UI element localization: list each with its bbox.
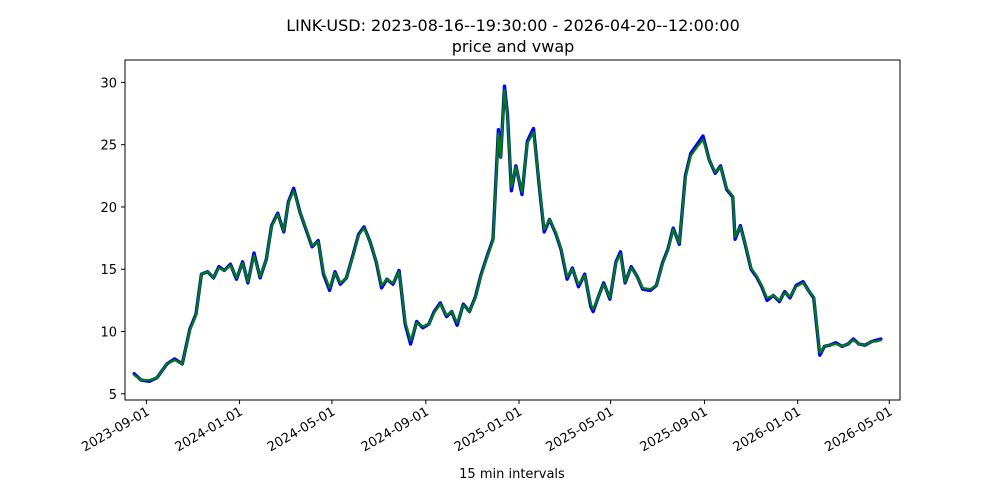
series-layer: [132, 84, 883, 383]
x-tick-label: 2024-01-01: [173, 404, 246, 455]
y-tick-label: 5: [109, 388, 117, 403]
x-axis: 2023-09-01 2024-01-01 2024-05-01 2024-09-01…: [79, 400, 895, 455]
x-tick-label: 2026-05-01: [822, 404, 895, 455]
chart-title: LINK-USD: 2023-08-16--19:30:00 - 2026-04…: [286, 16, 740, 35]
chart-subtitle: price and vwap: [452, 37, 575, 56]
plot-frame: [124, 59, 901, 401]
x-tick-label: 2025-05-01: [544, 404, 617, 455]
x-tick-label: 2024-09-01: [359, 404, 432, 455]
y-tick-label: 20: [100, 201, 117, 216]
x-tick-label: 2026-01-01: [731, 404, 804, 455]
x-tick-label: 2024-05-01: [265, 404, 338, 455]
y-tick-label: 15: [100, 263, 117, 278]
x-tick-label: 2025-09-01: [638, 404, 711, 455]
x-tick-label: 2023-09-01: [79, 404, 152, 455]
y-tick-label: 25: [100, 139, 117, 154]
x-tick-label: 2025-01-01: [452, 404, 525, 455]
y-tick-label: 30: [100, 76, 117, 91]
y-tick-label: 10: [100, 326, 117, 341]
x-axis-label: 15 min intervals: [459, 467, 565, 482]
series-line-vwap: [133, 88, 883, 382]
y-axis: 5 10 15 20 25 30: [100, 76, 125, 403]
